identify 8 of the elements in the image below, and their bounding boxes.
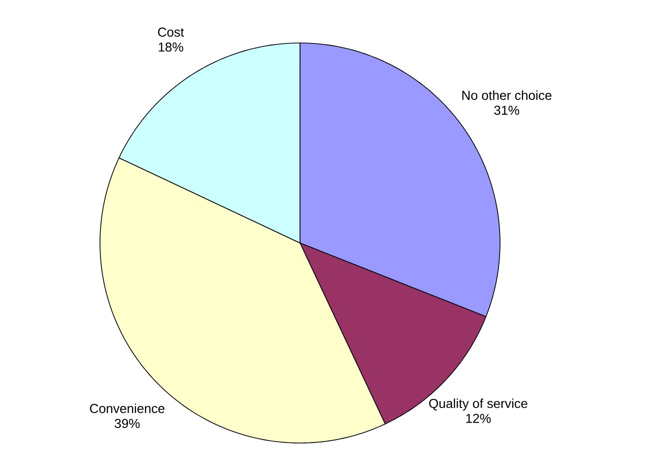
slice-label: Cost <box>158 28 184 37</box>
data-label: 18% <box>158 42 184 52</box>
data-label: 39% <box>114 418 140 428</box>
slice-label: Convenience <box>90 404 164 414</box>
slice-label: No other choice <box>462 90 552 100</box>
data-label: 31% <box>494 106 520 115</box>
slice-label: Quality of service <box>429 398 528 411</box>
data-label: 12% <box>466 414 491 423</box>
